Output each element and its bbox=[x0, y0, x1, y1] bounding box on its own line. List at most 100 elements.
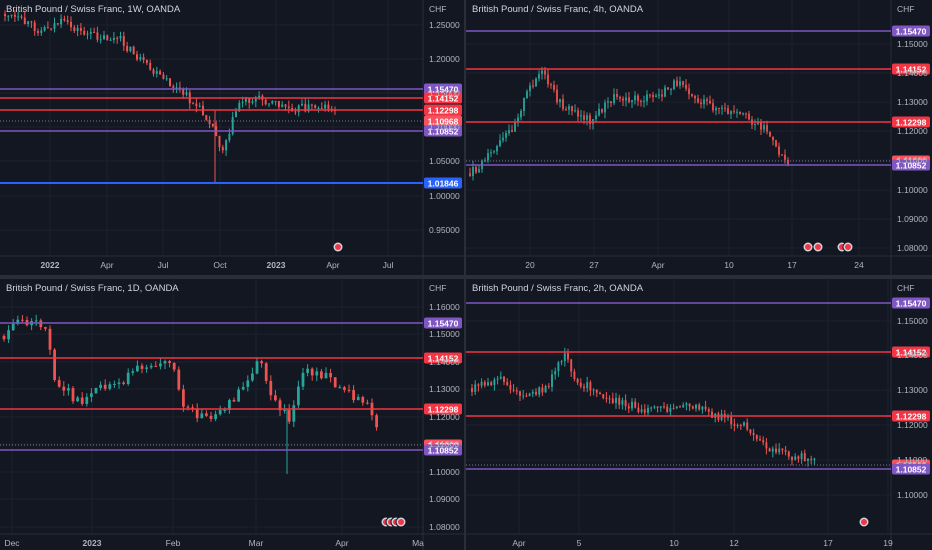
candle bbox=[736, 108, 738, 118]
price-label-pink[interactable]: 1.14152 bbox=[424, 352, 462, 364]
candle bbox=[691, 93, 693, 98]
time-tick-label: 17 bbox=[823, 538, 833, 548]
price-label-last[interactable]: 1.10968 bbox=[424, 115, 462, 127]
candle bbox=[307, 99, 310, 113]
candle-body bbox=[142, 57, 145, 61]
chart-panel-weekly[interactable]: 1.15470 1.14152 1.12298 1.10968 1.10852 1.018… bbox=[0, 0, 464, 275]
candle-body bbox=[63, 18, 66, 21]
candle-body bbox=[813, 458, 816, 460]
candle-body bbox=[532, 85, 534, 87]
candle-body bbox=[538, 74, 540, 79]
candle bbox=[672, 403, 675, 410]
candle-body bbox=[653, 406, 656, 408]
price-label-pink[interactable]: 1.14152 bbox=[892, 346, 930, 358]
chart-panel-4h[interactable]: 1.154701.141521.122981.109681.10852CHF1.… bbox=[466, 0, 932, 275]
candle bbox=[595, 389, 598, 398]
price-label-purple[interactable]: 1.10852 bbox=[424, 125, 462, 137]
price-label-purple[interactable]: 1.10852 bbox=[892, 159, 930, 171]
candle bbox=[177, 366, 181, 392]
candle-body bbox=[551, 374, 553, 387]
candle bbox=[625, 92, 627, 107]
price-label-purple[interactable]: 1.10852 bbox=[424, 444, 462, 456]
candle bbox=[733, 418, 736, 432]
price-tick-label: 1.15000 bbox=[897, 39, 928, 49]
candle bbox=[278, 397, 282, 416]
candle-body bbox=[544, 386, 547, 393]
price-label-blue[interactable]: 1.01846 bbox=[424, 177, 462, 189]
candle-body bbox=[791, 456, 793, 460]
candle-body bbox=[800, 453, 803, 459]
candle bbox=[676, 76, 678, 88]
price-label-purple[interactable]: 1.10852 bbox=[892, 463, 930, 475]
candle bbox=[490, 380, 493, 387]
calendar-event-icon[interactable] bbox=[858, 516, 870, 528]
candle bbox=[126, 368, 130, 386]
price-label-box bbox=[892, 116, 930, 128]
candle-body bbox=[56, 23, 59, 25]
calendar-event-icon[interactable] bbox=[802, 241, 814, 253]
candle bbox=[149, 363, 153, 370]
candle bbox=[745, 112, 747, 119]
candle-body bbox=[694, 96, 696, 99]
price-label-pink[interactable]: 1.14152 bbox=[892, 63, 930, 75]
chart-panel-2h[interactable]: 1.154701.141521.122981.109681.10852CHF1.… bbox=[466, 279, 932, 550]
price-label-purple[interactable]: 1.15470 bbox=[892, 25, 930, 37]
price-label-pink[interactable]: 1.12298 bbox=[892, 116, 930, 128]
price-tick-label: 1.11000 bbox=[897, 155, 927, 165]
candle-body bbox=[778, 448, 781, 453]
chart-canvas-2h[interactable]: 1.154701.141521.122981.109681.10852CHF1.… bbox=[466, 279, 932, 550]
candle bbox=[706, 97, 708, 106]
candle-body bbox=[571, 106, 573, 112]
candle bbox=[27, 20, 30, 27]
candle bbox=[679, 405, 681, 408]
time-tick-label: 2023 bbox=[83, 538, 102, 548]
candle-body bbox=[132, 46, 135, 55]
candle bbox=[246, 375, 250, 392]
calendar-event-icon[interactable] bbox=[332, 241, 344, 253]
price-label-pink[interactable]: 1.12298 bbox=[424, 403, 462, 415]
calendar-event-icon[interactable] bbox=[842, 241, 854, 253]
price-label-pink[interactable]: 1.12298 bbox=[892, 410, 930, 422]
candle bbox=[810, 455, 813, 465]
candle-body bbox=[96, 32, 99, 40]
candle-body bbox=[570, 359, 573, 372]
candle-body bbox=[611, 398, 614, 404]
candle-body bbox=[704, 406, 707, 410]
candle bbox=[281, 101, 284, 108]
candle-body bbox=[763, 125, 765, 130]
candle bbox=[53, 17, 56, 33]
price-label-purple[interactable]: 1.15470 bbox=[424, 317, 462, 329]
price-label-pink[interactable]: 1.12298 bbox=[424, 104, 462, 116]
candle-body bbox=[787, 159, 789, 165]
chart-panel-daily[interactable]: 1.154701.141521.122981.109681.10852CHF1.… bbox=[0, 279, 464, 550]
candle bbox=[589, 380, 592, 397]
price-label-purple[interactable]: 1.15470 bbox=[424, 83, 462, 95]
candle bbox=[554, 367, 557, 380]
candle-body bbox=[70, 21, 72, 28]
candle-body bbox=[727, 108, 729, 115]
candle bbox=[503, 375, 505, 386]
price-label-purple[interactable]: 1.15470 bbox=[892, 297, 930, 309]
candle-body bbox=[691, 406, 694, 409]
candle bbox=[211, 123, 214, 128]
candle-body bbox=[733, 111, 735, 113]
candle-body bbox=[563, 353, 566, 362]
candle-body bbox=[126, 45, 129, 52]
panel-divider-horizontal[interactable] bbox=[0, 275, 932, 279]
price-label-text: 1.12298 bbox=[428, 106, 459, 116]
calendar-event-icon[interactable] bbox=[812, 241, 824, 253]
chart-canvas-daily[interactable]: 1.154701.141521.122981.109681.10852CHF1.… bbox=[0, 279, 464, 550]
candle-body bbox=[177, 369, 181, 390]
price-label-pink[interactable]: 1.14152 bbox=[424, 92, 462, 104]
candle bbox=[622, 96, 624, 107]
candle-body bbox=[691, 94, 693, 97]
candle-body bbox=[246, 380, 250, 387]
candle-body bbox=[667, 87, 669, 90]
candle bbox=[765, 437, 768, 455]
chart-canvas-4h[interactable]: 1.154701.141521.122981.109681.10852CHF1.… bbox=[466, 0, 932, 275]
candle bbox=[608, 395, 611, 404]
price-tick-label: 1.15000 bbox=[429, 88, 460, 98]
calendar-event-icon[interactable] bbox=[395, 516, 407, 528]
currency-label: CHF bbox=[429, 4, 446, 14]
